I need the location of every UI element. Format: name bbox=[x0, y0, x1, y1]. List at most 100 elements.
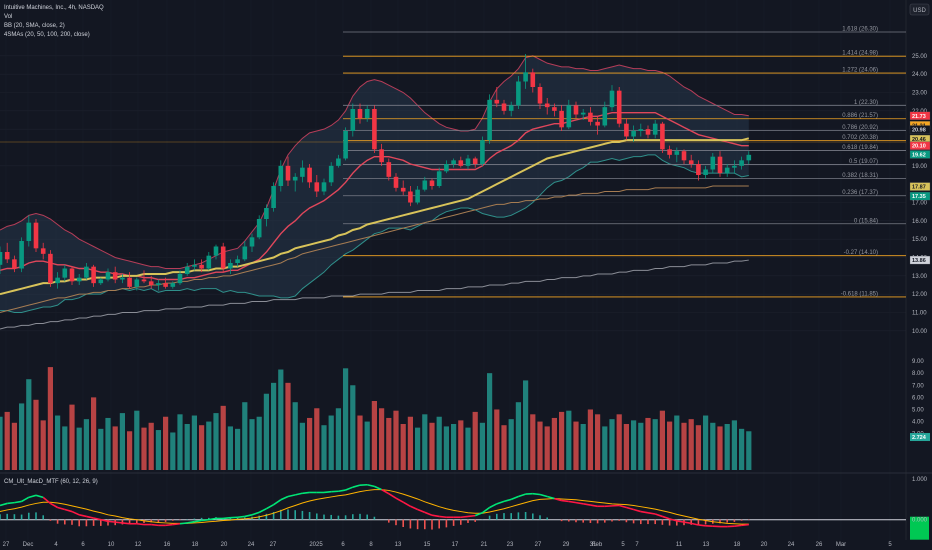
macd-line-segment bbox=[647, 511, 656, 515]
fib-level-label: -0.618 (11.85) bbox=[841, 291, 878, 297]
price-tag-label: 17.87 bbox=[912, 185, 926, 191]
fib-level-label: 1.618 (26.30) bbox=[842, 27, 878, 33]
candle-body bbox=[566, 105, 572, 128]
x-tick-label: 20 bbox=[221, 542, 228, 548]
macd-line-segment bbox=[57, 506, 66, 511]
volume-bar bbox=[278, 369, 284, 470]
volume-bar bbox=[213, 413, 219, 470]
axes: 10.0011.0012.0013.0014.0015.0016.0017.00… bbox=[3, 54, 931, 548]
y-tick-label: 12.00 bbox=[912, 292, 928, 298]
candle-body bbox=[98, 279, 104, 284]
candle-body bbox=[300, 167, 305, 177]
candle-body bbox=[652, 123, 658, 135]
candle-body bbox=[112, 272, 118, 280]
candle-body bbox=[386, 162, 392, 177]
macd-line-segment bbox=[474, 512, 483, 517]
x-tick-label: 15 bbox=[424, 542, 431, 548]
candle-body bbox=[717, 156, 723, 174]
volume-bar bbox=[429, 422, 435, 470]
volume-bar bbox=[638, 422, 644, 470]
macd-line-segment bbox=[691, 522, 699, 526]
macd-line-segment bbox=[583, 503, 591, 506]
macd-line-segment bbox=[496, 500, 505, 505]
volume-bar bbox=[141, 427, 147, 470]
x-tick-label: 31 bbox=[590, 542, 597, 548]
candle-body bbox=[321, 182, 327, 192]
macd-line-segment bbox=[100, 518, 109, 523]
candle-body bbox=[616, 90, 622, 124]
x-tick-label: 13 bbox=[703, 542, 710, 548]
candle-body bbox=[336, 158, 341, 166]
candle-body bbox=[415, 189, 420, 203]
fib-retracement[interactable]: 1.618 (26.30) 1.414 (24.98) 1.272 (24.06) 1… bbox=[0, 27, 906, 298]
candle-body bbox=[451, 160, 456, 164]
volume-bar bbox=[566, 410, 572, 470]
macd-line-segment bbox=[662, 515, 670, 520]
candle-body bbox=[12, 259, 17, 269]
fib-level-label: 0.618 (19.84) bbox=[842, 145, 878, 151]
candle-body bbox=[120, 277, 125, 280]
macd-line-segment bbox=[79, 514, 87, 518]
candles[interactable] bbox=[0, 54, 752, 291]
x-tick-label: 17 bbox=[452, 542, 459, 548]
volume-bar bbox=[0, 416, 3, 470]
macd-line-segment bbox=[395, 497, 404, 503]
x-tick-label: 16 bbox=[164, 542, 171, 548]
volume-bar bbox=[155, 430, 161, 470]
macd-line-segment bbox=[64, 508, 73, 513]
price-tag-label: 13.86 bbox=[912, 258, 926, 264]
volume-bar bbox=[501, 425, 507, 470]
volume-bar bbox=[746, 431, 752, 470]
price-tag-label: 21.73 bbox=[912, 114, 926, 120]
price-tag-label: 17.35 bbox=[912, 194, 926, 200]
candle-body bbox=[400, 187, 406, 192]
volume-bar bbox=[451, 424, 457, 470]
candle-body bbox=[235, 259, 240, 263]
macd-line-segment bbox=[460, 515, 469, 519]
candle-body bbox=[732, 165, 737, 168]
y-tick-label: 10.00 bbox=[912, 329, 928, 335]
sma50-line bbox=[0, 137, 750, 296]
volume-current-label: 2.724 bbox=[912, 435, 927, 441]
macd-line-segment bbox=[518, 493, 526, 498]
macd-line-segment bbox=[323, 490, 332, 494]
fib-level-label: 0 (15.84) bbox=[854, 218, 878, 224]
candle-body bbox=[163, 283, 168, 287]
candle-body bbox=[501, 103, 507, 111]
volume-bar bbox=[98, 428, 104, 470]
volume-bar bbox=[350, 385, 356, 470]
candle-body bbox=[134, 279, 140, 287]
volume-bar bbox=[227, 426, 233, 470]
candle-body bbox=[595, 121, 600, 126]
x-tick-label: 12 bbox=[135, 542, 142, 548]
volume-bar bbox=[235, 428, 241, 470]
volume-bar bbox=[508, 419, 514, 470]
bb-upper-line bbox=[0, 55, 749, 269]
price-tag bbox=[909, 125, 931, 134]
fib-level-label: 0.382 (18.31) bbox=[842, 173, 878, 179]
macd-line-segment bbox=[439, 515, 447, 519]
price-tag bbox=[909, 191, 931, 201]
price-tag bbox=[909, 141, 931, 150]
macd-line-segment bbox=[42, 496, 51, 505]
x-tick-label: 20 bbox=[761, 542, 768, 548]
macd-tick-label: 0.000 bbox=[912, 518, 928, 524]
macd-line-segment bbox=[546, 495, 555, 500]
volume-bar bbox=[587, 409, 593, 470]
price-tag-label: 20.98 bbox=[912, 128, 926, 134]
volume-bar bbox=[400, 424, 406, 470]
currency-button[interactable]: USD bbox=[909, 3, 930, 16]
fib-level-label: 1.414 (24.98) bbox=[842, 51, 878, 57]
y-tick-label: 23.00 bbox=[912, 91, 928, 97]
macd-line-segment bbox=[287, 494, 296, 498]
candle-body bbox=[220, 246, 226, 269]
candle-body bbox=[508, 105, 514, 111]
volume-bar bbox=[739, 428, 745, 470]
candle-body bbox=[213, 246, 219, 256]
volume-bar bbox=[55, 415, 61, 470]
volume-bar bbox=[199, 425, 205, 470]
candle-body bbox=[609, 90, 615, 108]
volume-bar bbox=[487, 373, 493, 470]
macd-line-segment bbox=[21, 496, 30, 503]
